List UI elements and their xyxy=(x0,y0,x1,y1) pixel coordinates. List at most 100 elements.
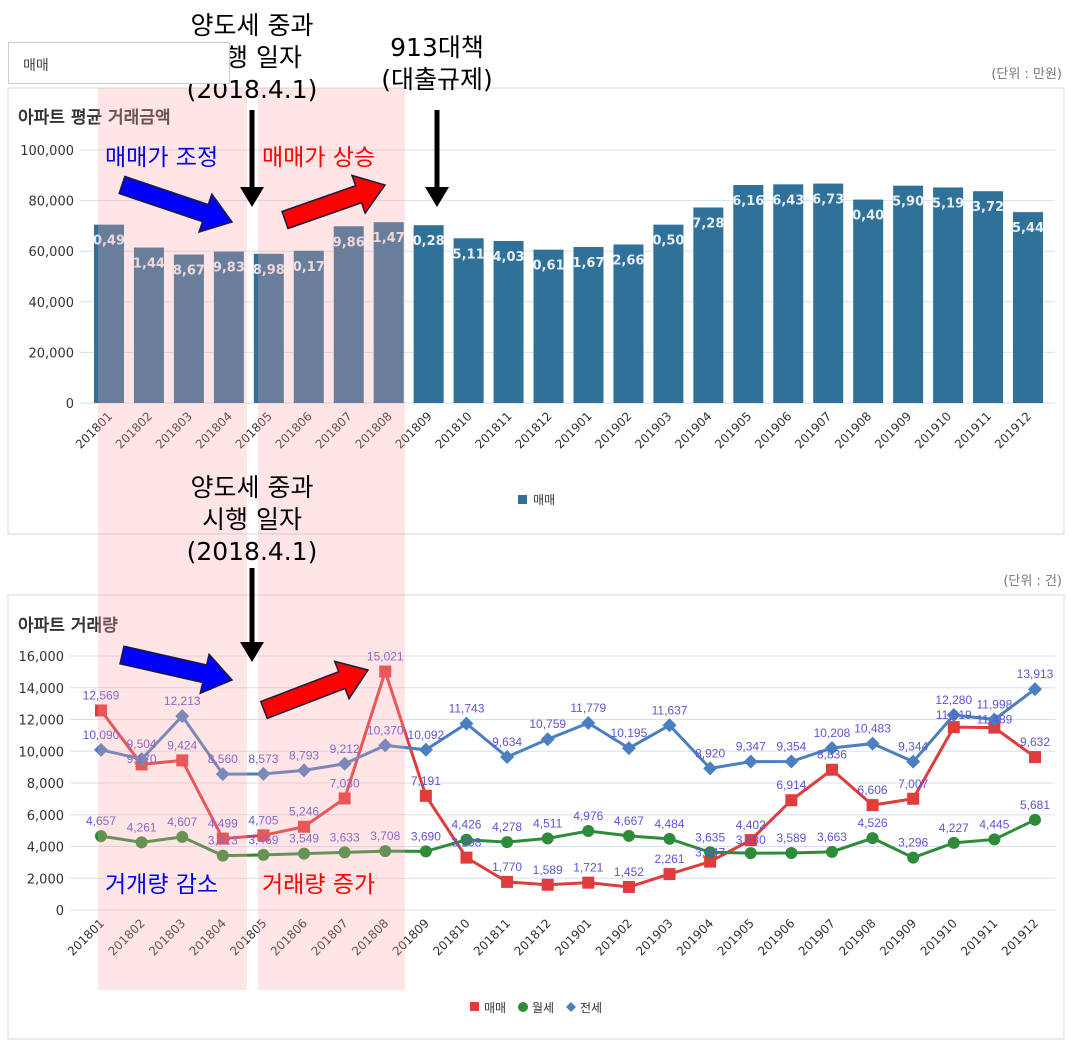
y-tick-label: 40,000 xyxy=(29,296,75,311)
data-label-전세: 12,213 xyxy=(164,694,201,708)
data-point-월세 xyxy=(338,846,351,859)
bar-data-label: 86,160 xyxy=(723,194,773,209)
bar xyxy=(293,250,324,403)
volume-rise-label: 거래량 증가 xyxy=(262,872,375,898)
data-point-전세 xyxy=(784,754,799,769)
data-label-전세: 9,354 xyxy=(776,740,806,754)
data-point-전세 xyxy=(540,732,555,747)
data-label-월세: 3,469 xyxy=(248,833,278,847)
data-point-월세 xyxy=(95,830,107,843)
data-point-월세 xyxy=(907,851,920,864)
y-tick-label: 4,000 xyxy=(27,841,64,856)
data-label-매매: 4,402 xyxy=(736,818,766,832)
price-decline-label: 매매가 조정 xyxy=(105,145,218,171)
data-label-월세: 4,227 xyxy=(939,821,969,835)
data-label-전세: 9,634 xyxy=(492,735,522,749)
bar xyxy=(493,241,524,403)
data-point-매매 xyxy=(704,855,717,868)
data-point-매매 xyxy=(622,880,635,893)
bar-data-label: 61,670 xyxy=(563,256,613,271)
data-point-매매 xyxy=(419,789,432,802)
data-label-매매: 7,030 xyxy=(330,776,360,790)
data-point-월세 xyxy=(298,847,311,860)
data-point-월세 xyxy=(663,832,676,845)
data-point-월세 xyxy=(419,845,432,858)
data-label-매매: 4,705 xyxy=(248,813,278,827)
bar xyxy=(893,185,924,403)
legend-swatch-월세 xyxy=(518,1002,528,1012)
bar xyxy=(973,191,1004,403)
bar xyxy=(813,183,844,403)
data-point-매매 xyxy=(907,792,920,805)
bar-data-label: 86,430 xyxy=(763,193,813,208)
y-tick-label: 20,000 xyxy=(29,346,75,361)
series-line-월세 xyxy=(100,818,1036,860)
legend-label: 월세 xyxy=(532,1001,554,1015)
legend-swatch-매매 xyxy=(470,1002,479,1011)
data-label-전세: 10,483 xyxy=(854,722,891,736)
data-point-월세 xyxy=(501,836,514,849)
data-point-매매 xyxy=(663,868,676,881)
data-label-월세: 3,690 xyxy=(411,829,441,843)
data-label-전세: 9,504 xyxy=(127,737,157,751)
policy-annotation-text: 시행 일자 xyxy=(202,505,302,534)
legend-label: 전세 xyxy=(580,1001,602,1015)
data-label-매매: 11,519 xyxy=(936,708,972,722)
data-point-전세 xyxy=(703,761,718,776)
data-label-매매: 15,021 xyxy=(367,650,404,664)
data-label-전세: 11,743 xyxy=(449,702,485,716)
legend-swatch-전세 xyxy=(566,1002,576,1012)
data-point-매매 xyxy=(825,763,838,776)
y-tick-label: 0 xyxy=(56,904,64,919)
y-tick-label: 12,000 xyxy=(19,714,65,729)
rise-arrow-icon xyxy=(259,660,370,720)
data-label-전세: 9,347 xyxy=(736,740,766,754)
bar-data-label: 60,610 xyxy=(523,259,573,274)
data-point-월세 xyxy=(135,836,148,849)
data-label-월세: 4,278 xyxy=(492,820,522,834)
series-line-매매 xyxy=(99,666,1036,889)
data-label-매매: 5,246 xyxy=(289,805,319,819)
y-tick-label: 10,000 xyxy=(19,745,65,760)
data-label-월세: 3,296 xyxy=(898,836,928,850)
data-label-전세: 13,913 xyxy=(1017,667,1054,681)
trade-type-dropdown[interactable]: 매매 xyxy=(8,42,230,84)
y-tick-label: 14,000 xyxy=(19,682,65,697)
data-point-매매 xyxy=(785,794,798,807)
down-arrow-icon xyxy=(240,642,264,662)
bar-data-label: 59,830 xyxy=(204,261,254,276)
data-label-매매: 6,914 xyxy=(776,778,806,792)
data-label-매매: 7,007 xyxy=(898,777,928,791)
data-label-전세: 8,920 xyxy=(695,746,725,760)
y-tick-label: 6,000 xyxy=(27,809,64,824)
policy-913-annotation-text: (대출규제) xyxy=(381,65,493,94)
decline-arrow-icon xyxy=(118,175,234,234)
bar xyxy=(693,207,724,403)
legend-label: 매매 xyxy=(533,493,555,507)
price-unit: (단위 : 만원) xyxy=(991,67,1062,82)
data-point-전세 xyxy=(581,716,596,731)
data-point-매매 xyxy=(338,792,351,805)
data-point-월세 xyxy=(460,833,473,846)
policy-annotation-text: (2018.4.1) xyxy=(187,537,318,566)
data-point-전세 xyxy=(621,741,636,756)
data-point-전세 xyxy=(297,763,312,778)
data-point-월세 xyxy=(1029,813,1041,826)
bar xyxy=(853,199,884,403)
bar xyxy=(933,187,964,403)
data-point-매매 xyxy=(216,832,229,845)
data-label-전세: 10,195 xyxy=(611,726,648,740)
bar xyxy=(773,184,804,403)
bar-data-label: 70,280 xyxy=(404,234,454,249)
data-label-전세: 10,090 xyxy=(83,728,120,742)
bar-data-label: 86,730 xyxy=(803,193,853,208)
price-chart-title: 아파트 평균 거래금액 xyxy=(18,108,171,128)
bar-data-label: 62,660 xyxy=(603,253,653,268)
data-point-매매 xyxy=(541,878,554,891)
data-point-전세 xyxy=(256,766,271,781)
volume-chart-title: 아파트 거래량 xyxy=(18,616,118,636)
data-point-매매 xyxy=(298,820,311,833)
data-point-전세 xyxy=(459,716,474,731)
down-arrow-icon xyxy=(425,187,449,207)
